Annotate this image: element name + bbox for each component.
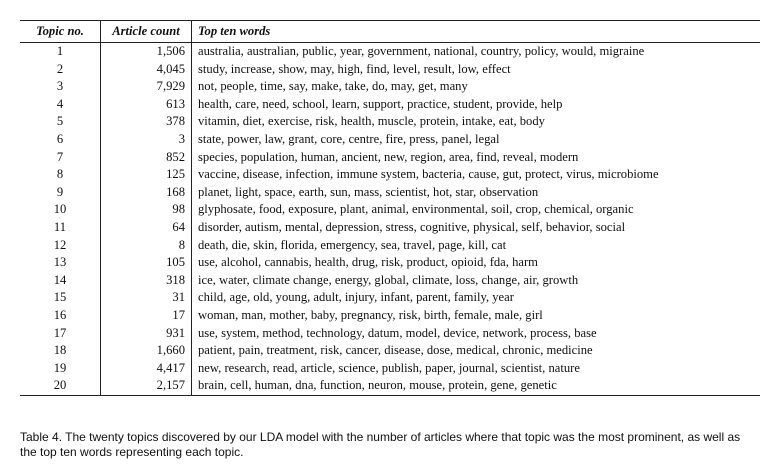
cell-top-ten-words: vitamin, diet, exercise, risk, health, m… bbox=[198, 114, 545, 129]
table-row: 1 1,506 australia, australian, public, yea… bbox=[20, 42, 760, 61]
cell-article-count: 8 bbox=[100, 236, 192, 255]
cell-article-count: 168 bbox=[100, 183, 192, 202]
cell-top-ten-words: planet, light, space, earth, sun, mass, … bbox=[198, 184, 539, 199]
cell-article-count: 4,417 bbox=[100, 359, 192, 378]
table-row: 5 378 vitamin, diet, exercise, risk, healt… bbox=[20, 113, 760, 131]
table-row: 20 2,157 brain, cell, human, dna, function… bbox=[20, 377, 760, 396]
cell-topic-no: 16 bbox=[53, 307, 67, 322]
table-row: 13 105 use, alcohol, cannabis, health, dru… bbox=[20, 254, 760, 272]
cell-topic-no: 5 bbox=[56, 114, 64, 129]
cell-top-ten-words: australia, australian, public, year, gov… bbox=[198, 44, 645, 58]
table-row: 8 125 vaccine, disease, infection, immune … bbox=[20, 166, 760, 184]
cell-topic-no: 13 bbox=[53, 255, 67, 270]
table-row: 4 613 health, care, need, school, learn, s… bbox=[20, 95, 760, 114]
table-row: 2 4,045 study, increase, show, may, high, … bbox=[20, 60, 760, 79]
cell-top-ten-words: not, people, time, say, make, take, do, … bbox=[198, 79, 468, 94]
cell-article-count: 1,660 bbox=[100, 342, 192, 360]
table-row: 11 64 disorder, autism, mental, depression… bbox=[20, 218, 760, 237]
table-caption: Table 4. The twenty topics discovered by… bbox=[20, 430, 741, 459]
cell-top-ten-words: use, alcohol, cannabis, health, drug, ri… bbox=[198, 255, 538, 270]
cell-article-count: 31 bbox=[100, 289, 192, 307]
cell-top-ten-words: patient, pain, treatment, risk, cancer, … bbox=[198, 343, 593, 358]
cell-article-count: 852 bbox=[100, 148, 192, 167]
cell-topic-no: 2 bbox=[56, 61, 64, 76]
table-row: 15 31 child, age, old, young, adult, injur… bbox=[20, 289, 760, 307]
cell-top-ten-words: study, increase, show, may, high, find, … bbox=[198, 61, 511, 76]
header-article-count: Article count bbox=[100, 20, 192, 43]
cell-top-ten-words: state, power, law, grant, core, centre, … bbox=[198, 131, 500, 146]
cell-topic-no: 6 bbox=[56, 131, 64, 146]
cell-topic-no: 11 bbox=[53, 219, 67, 234]
cell-article-count: 378 bbox=[100, 113, 192, 131]
cell-top-ten-words: species, population, human, ancient, new… bbox=[198, 149, 579, 164]
cell-top-ten-words: brain, cell, human, dna, function, neuro… bbox=[198, 378, 557, 393]
cell-topic-no: 10 bbox=[53, 202, 67, 217]
table-row: 12 8 death, die, skin, florida, emergency,… bbox=[20, 236, 760, 255]
table-row: 18 1,660 patient, pain, treatment, risk, c… bbox=[20, 342, 760, 360]
cell-topic-no: 17 bbox=[53, 325, 67, 340]
table-body: 1 1,506 australia, australian, public, yea… bbox=[20, 42, 760, 396]
cell-article-count: 7,929 bbox=[100, 78, 192, 96]
cell-article-count: 1,506 bbox=[100, 42, 192, 61]
header-topic-no: Topic no. bbox=[36, 24, 84, 39]
cell-article-count: 613 bbox=[100, 95, 192, 114]
cell-top-ten-words: child, age, old, young, adult, injury, i… bbox=[198, 290, 514, 305]
table-row: 14 318 ice, water, climate change, energy,… bbox=[20, 271, 760, 290]
cell-top-ten-words: glyphosate, food, exposure, plant, anima… bbox=[198, 202, 634, 217]
table-row: 9 168 planet, light, space, earth, sun, ma… bbox=[20, 183, 760, 202]
cell-article-count: 4,045 bbox=[100, 60, 192, 79]
cell-top-ten-words: use, system, method, technology, datum, … bbox=[198, 325, 597, 340]
cell-article-count: 105 bbox=[100, 254, 192, 272]
cell-article-count: 3 bbox=[100, 130, 192, 149]
cell-article-count: 2,157 bbox=[100, 377, 192, 396]
cell-top-ten-words: death, die, skin, florida, emergency, se… bbox=[198, 237, 507, 252]
cell-topic-no: 14 bbox=[53, 272, 67, 287]
cell-topic-no: 18 bbox=[53, 343, 67, 358]
table-row: 19 4,417 new, research, read, article, sci… bbox=[20, 359, 760, 378]
cell-article-count: 931 bbox=[100, 324, 192, 343]
cell-article-count: 17 bbox=[100, 306, 192, 325]
cell-topic-no: 15 bbox=[53, 290, 67, 305]
cell-topic-no: 19 bbox=[53, 360, 67, 375]
cell-topic-no: 3 bbox=[56, 79, 64, 94]
cell-top-ten-words: disorder, autism, mental, depression, st… bbox=[198, 219, 626, 234]
cell-top-ten-words: woman, man, mother, baby, pregnancy, ris… bbox=[198, 307, 543, 322]
cell-topic-no: 9 bbox=[56, 184, 64, 199]
cell-topic-no: 4 bbox=[56, 96, 64, 111]
table-header: Topic no. Article count Top ten words bbox=[20, 20, 760, 43]
cell-topic-no: 20 bbox=[53, 378, 67, 393]
table-row: 17 931 use, system, method, technology, da… bbox=[20, 324, 760, 343]
table-row: 7 852 species, population, human, ancient,… bbox=[20, 148, 760, 167]
cell-topic-no: 12 bbox=[53, 237, 67, 252]
cell-top-ten-words: new, research, read, article, science, p… bbox=[198, 360, 580, 375]
table-row: 3 7,929 not, people, time, say, make, take… bbox=[20, 78, 760, 96]
table-row: 16 17 woman, man, mother, baby, pregnancy,… bbox=[20, 306, 760, 325]
cell-article-count: 125 bbox=[100, 166, 192, 184]
cell-article-count: 98 bbox=[100, 201, 192, 219]
table-row: 10 98 glyphosate, food, exposure, plant, a… bbox=[20, 201, 760, 219]
cell-topic-no: 8 bbox=[56, 167, 64, 182]
header-row: Topic no. Article count Top ten words bbox=[20, 20, 760, 43]
cell-article-count: 64 bbox=[100, 218, 192, 237]
cell-top-ten-words: health, care, need, school, learn, suppo… bbox=[198, 96, 563, 111]
cell-top-ten-words: ice, water, climate change, energy, glob… bbox=[198, 272, 579, 287]
table-row: 6 3 state, power, law, grant, core, centre… bbox=[20, 130, 760, 149]
cell-topic-no: 7 bbox=[56, 149, 64, 164]
cell-top-ten-words: vaccine, disease, infection, immune syst… bbox=[198, 167, 659, 182]
cell-topic-no: 1 bbox=[56, 44, 64, 58]
header-top-ten-words: Top ten words bbox=[198, 24, 271, 39]
cell-article-count: 318 bbox=[100, 271, 192, 290]
